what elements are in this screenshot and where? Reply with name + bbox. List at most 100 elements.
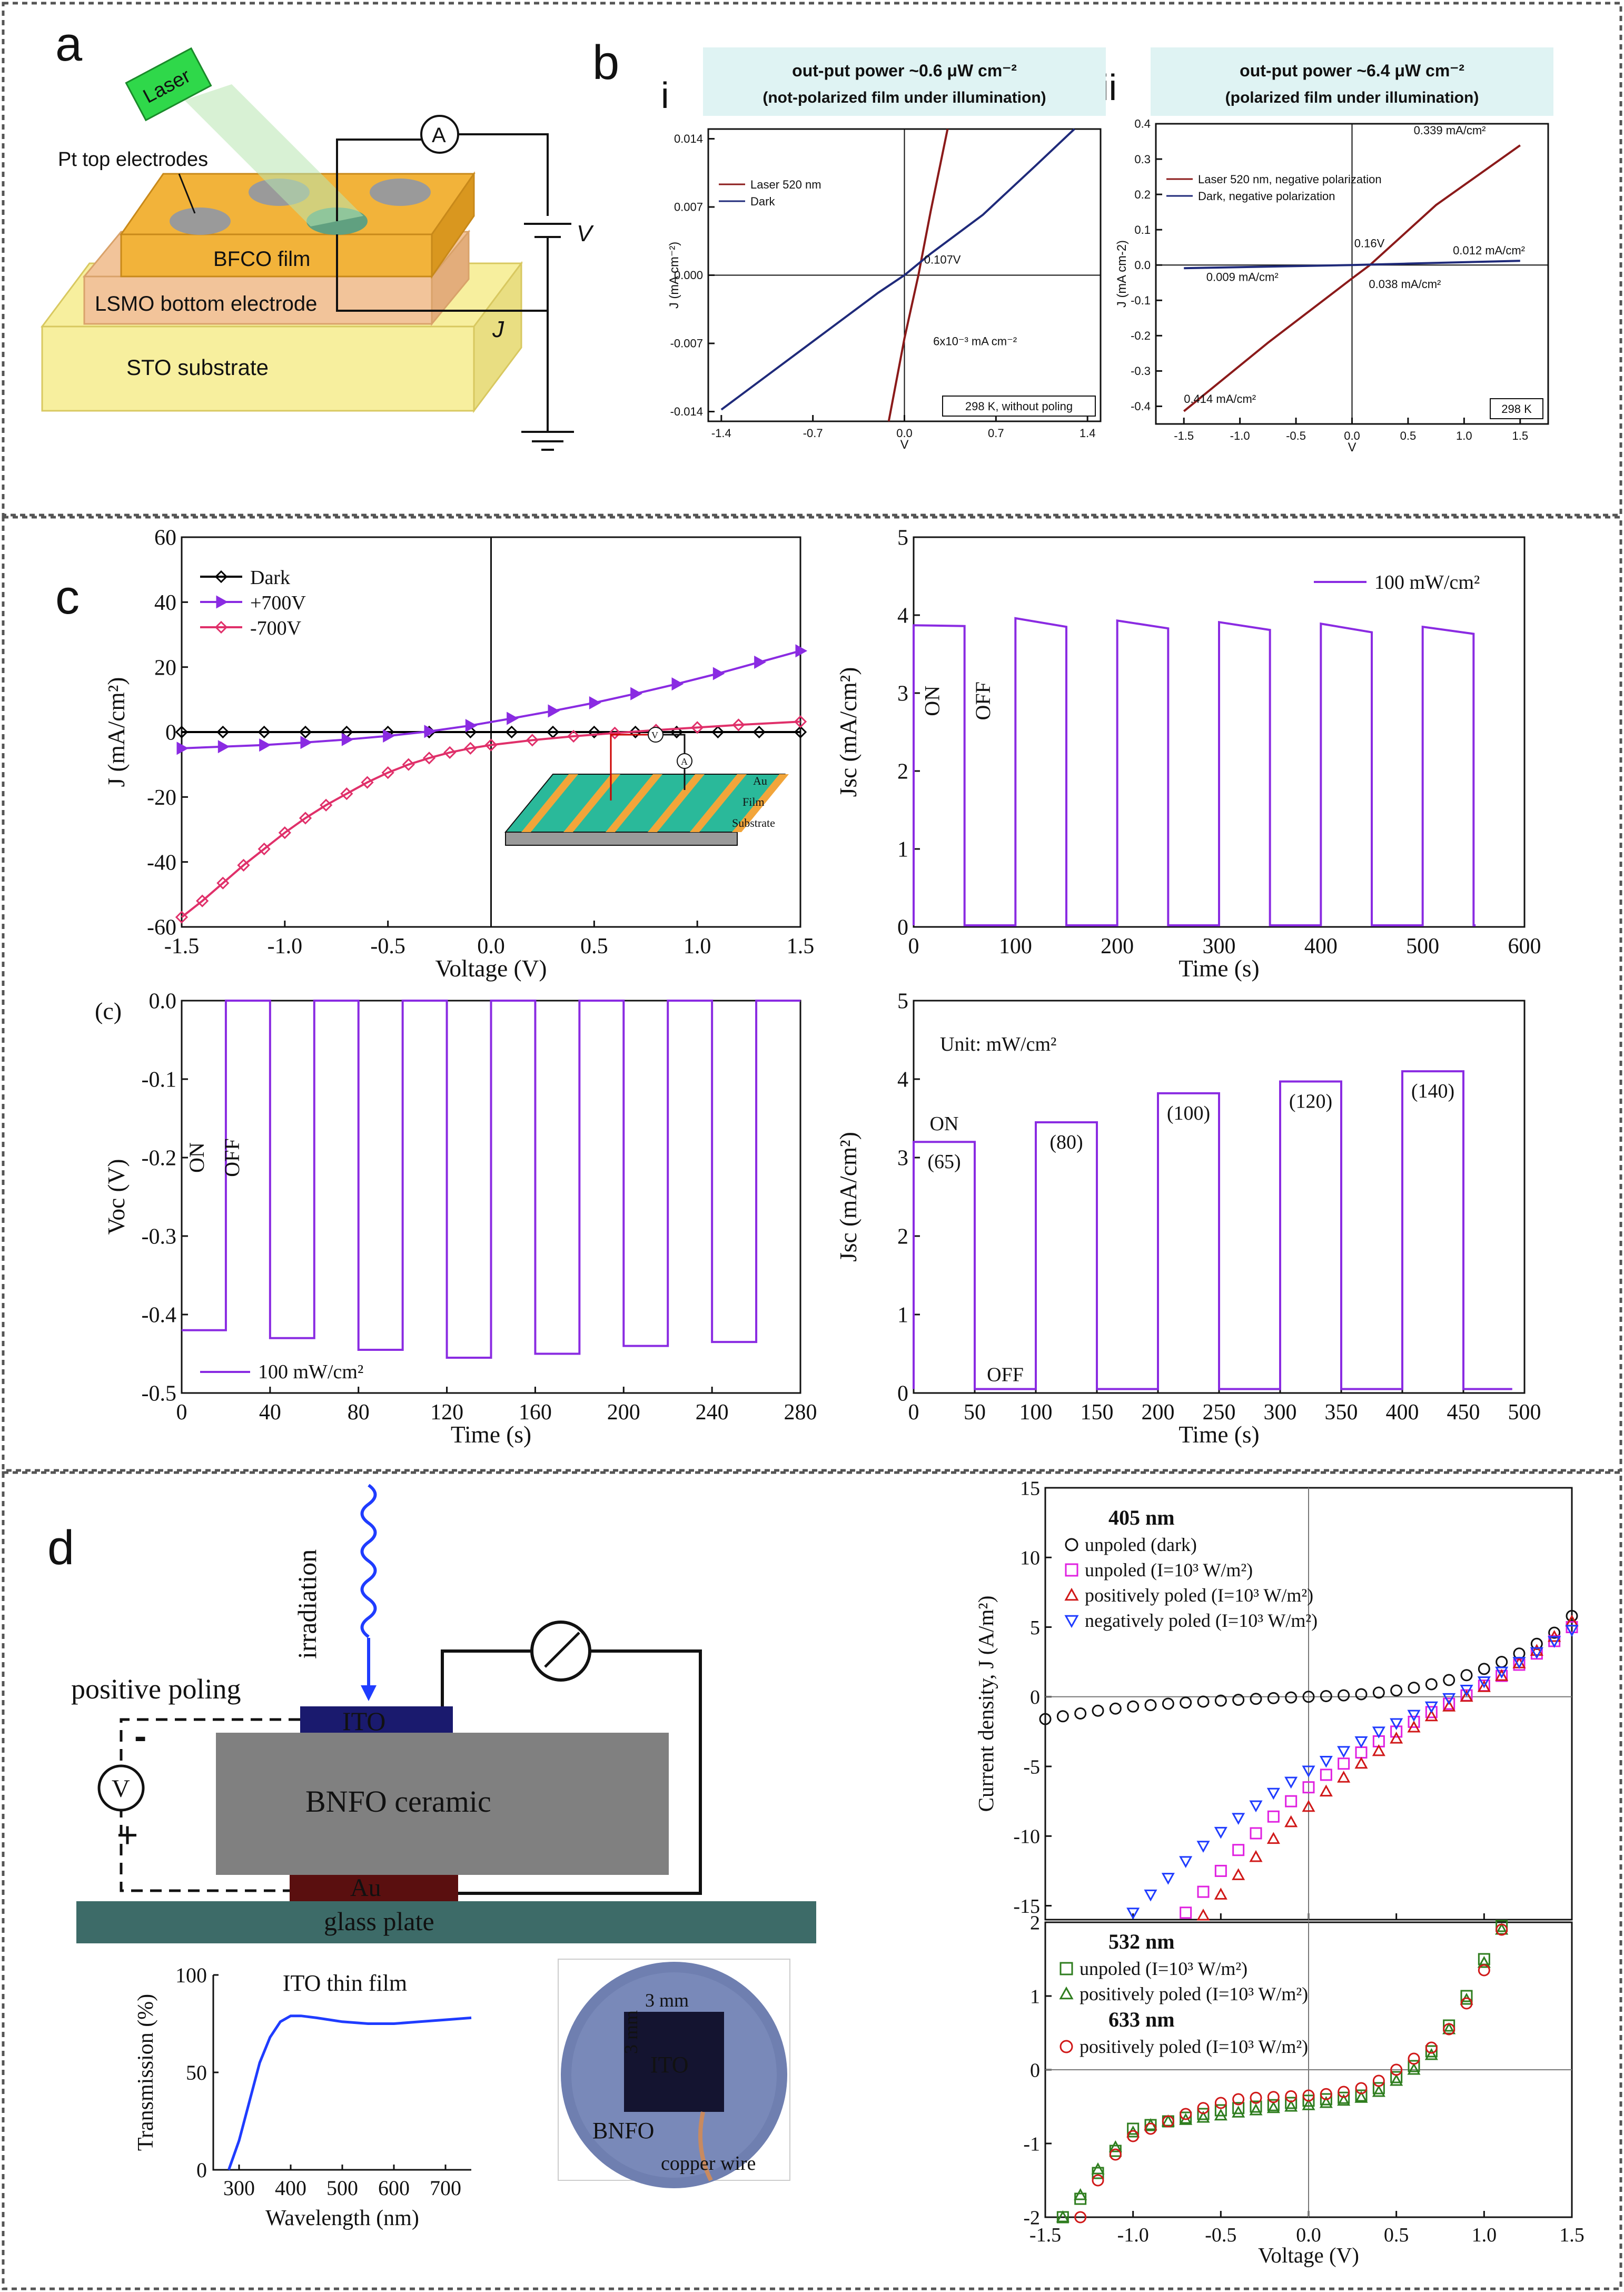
d-top-point — [1408, 1682, 1420, 1694]
d-bottom-point — [1338, 2086, 1350, 2098]
d-bottom-point — [1460, 1990, 1473, 2002]
d-top-point — [1478, 1663, 1490, 1675]
d-top-ylabel: Current density, J (A/m²) — [974, 1596, 998, 1812]
d-top-point — [1372, 1744, 1385, 1756]
d-bottom-point — [1355, 2082, 1368, 2095]
glass-label: glass plate — [324, 1906, 434, 1936]
d-top-point — [1180, 1906, 1192, 1919]
d-top-point — [1056, 1710, 1069, 1723]
d-bottom-point — [1302, 2098, 1315, 2110]
b-ii-xtick-label: -0.5 — [1286, 429, 1306, 442]
c-inset-label-a: A — [681, 756, 688, 767]
d-bottom-point — [1144, 2122, 1157, 2135]
c-jv-point — [588, 725, 601, 739]
d-top-point — [1530, 1644, 1543, 1656]
c-jsc-time-xtick-label: 500 — [1406, 934, 1439, 959]
c-jv-xtick-label: 1.5 — [787, 934, 815, 959]
d-top-point — [1530, 1647, 1543, 1659]
d-top-point — [1390, 1732, 1403, 1744]
d-top-point — [1320, 1690, 1332, 1702]
c-voc-time-ytick-label: -0.1 — [142, 1068, 177, 1092]
c-jv-point — [691, 721, 704, 734]
panel-a-schematic: a STO substrate LSMO bottom electrode BF… — [41, 17, 594, 451]
c-jv-point — [589, 696, 601, 710]
c-jv-point — [299, 812, 312, 825]
panel-d-schematic: d irradiation positive poling V - + ITO … — [47, 1484, 816, 2188]
d-top-ytick-label: 10 — [1020, 1547, 1040, 1569]
poling-minus: - — [134, 1715, 146, 1756]
c-jsc-time-ytick-label: 1 — [897, 838, 908, 862]
d-top-point — [1144, 1699, 1157, 1712]
c-jv-point — [258, 842, 271, 856]
c-jv-legend-label: -700V — [250, 617, 302, 639]
c-jv-point — [383, 729, 395, 743]
d-bottom-xlabel: Voltage (V) — [1258, 2243, 1359, 2267]
d-top-point — [1407, 1710, 1421, 1722]
d-top-legend-label: unpoled (I=10³ W/m²) — [1085, 1559, 1253, 1580]
d-bottom-legend-marker — [1059, 1962, 1073, 1975]
c-jsc-time-ytick-label: 3 — [897, 682, 908, 706]
c-jv-ytick-label: 20 — [154, 656, 176, 680]
d-trans-xtick-label: 300 — [223, 2176, 255, 2200]
d-top-legend-marker — [1064, 1615, 1079, 1628]
d-trans-ytick-label: 100 — [175, 1963, 207, 1987]
d-top-legend-marker — [1065, 1563, 1078, 1577]
c-jsc-intensity-axes: 0 50 100 150 200 250 300 350 400 450 500 0 1 2 3 4 5 Time… — [835, 990, 1541, 1448]
d-trans-curve — [227, 2014, 472, 2170]
c-jv-point — [402, 758, 415, 771]
d-bottom-point — [1424, 2048, 1438, 2060]
c-jsc-intensity-ytick-label: 5 — [897, 990, 908, 1014]
b-ii-ytick-label: -0.4 — [1131, 400, 1151, 413]
c-jv-point — [424, 725, 437, 738]
d-top-ytick-label: 15 — [1020, 1477, 1040, 1499]
c-voc-time-xtick-label: 240 — [696, 1400, 729, 1425]
d-bottom-point — [1320, 2088, 1332, 2100]
d-top-point — [1250, 1693, 1262, 1705]
d-top-point — [1196, 1908, 1210, 1921]
d-top-point — [1319, 1784, 1333, 1797]
d-top-point — [1126, 1908, 1140, 1920]
c-jv-point — [465, 719, 478, 733]
d-bottom-point — [1390, 2071, 1403, 2083]
d-bottom-point — [1161, 2114, 1175, 2127]
c-jsc-time-ytick-label: 4 — [897, 604, 908, 628]
d-top-point — [1354, 1736, 1368, 1748]
c-jsc-intensity-xtick-label: 350 — [1325, 1400, 1358, 1425]
c-inset-label-v: V — [651, 730, 658, 740]
c-inset-electrode — [648, 774, 705, 832]
d-top-point — [1249, 1800, 1263, 1813]
c-voc-time-xtick-label: 160 — [519, 1400, 552, 1425]
b-i-ytick-label: -0.007 — [670, 337, 703, 350]
d-top-point — [1302, 1691, 1315, 1703]
c-jsc-intensity-xtick-label: 100 — [1019, 1400, 1053, 1425]
b-i-legend-label: Dark — [750, 195, 775, 208]
poling-source — [97, 1764, 145, 1812]
c-jv-point — [216, 876, 230, 890]
c-jsc-intensity-on: ON — [930, 1113, 959, 1135]
d-bottom-point — [1478, 1964, 1490, 1977]
d-bottom-point — [1214, 2097, 1227, 2109]
c-jsc-intensity-ytick-label: 3 — [897, 1147, 908, 1171]
b-ii-legend-label: Laser 520 nm, negative polarization — [1198, 173, 1382, 186]
b-i-xlabel: V — [900, 438, 909, 452]
d-bottom-point — [1109, 2148, 1122, 2161]
d-bottom-point — [1354, 2091, 1368, 2103]
ammeter-label: A — [432, 124, 446, 147]
current-label: J — [492, 317, 504, 342]
d-bottom-point — [1443, 2019, 1455, 2032]
c-jv-xtick-label: -1.5 — [164, 934, 200, 959]
d-bottom-point — [1442, 2022, 1456, 2034]
d-bottom-point — [1285, 2090, 1298, 2102]
b-ii-xtick-label: 0.5 — [1400, 429, 1417, 442]
c-jv-xtick-label: -1.0 — [268, 934, 303, 959]
glass-layer — [76, 1901, 816, 1943]
d-bottom-legend-label: unpoled (I=10³ W/m²) — [1080, 1958, 1247, 1979]
c-jsc-time-xtick-label: 100 — [999, 934, 1032, 959]
c-jsc-time-xtick-label: 600 — [1508, 934, 1541, 959]
d-bottom-point — [1197, 2102, 1210, 2115]
d-top-point — [1092, 1704, 1104, 1717]
d-bottom-ytick-label: -1 — [1023, 2133, 1040, 2155]
d-top-legend-label: negatively poled (I=10³ W/m²) — [1085, 1610, 1318, 1631]
d-bottom-point — [1127, 2130, 1140, 2142]
d-bottom-point — [1214, 2104, 1227, 2117]
